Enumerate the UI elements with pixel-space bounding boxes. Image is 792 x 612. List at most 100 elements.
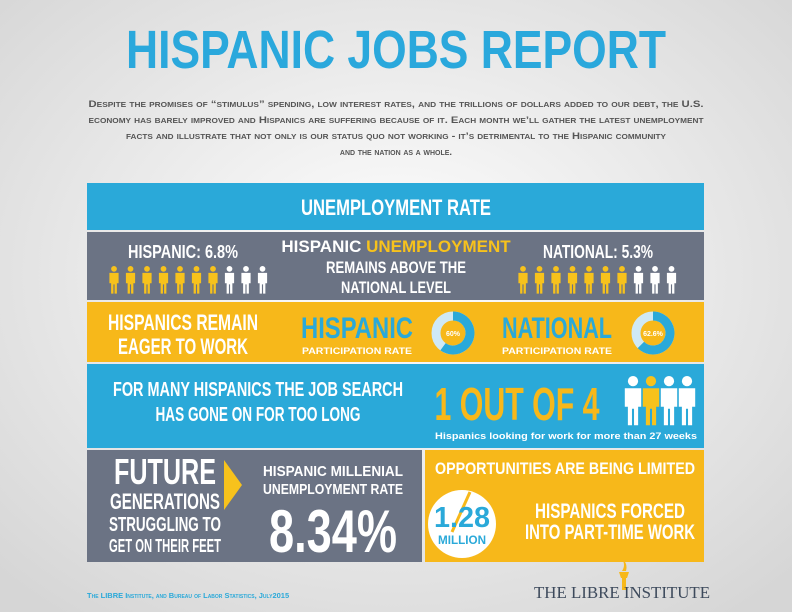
person-icon <box>534 266 545 294</box>
person-body <box>617 272 627 294</box>
person-icon <box>158 266 169 294</box>
participation-caption: PARTICIPATION RATE <box>502 346 612 356</box>
person-head <box>645 376 657 387</box>
intro-line: economy has barely improved and Hispanic… <box>89 115 705 126</box>
person-icon <box>518 266 528 294</box>
person-head <box>111 266 117 272</box>
millennials-label: UNEMPLOYMENT RATE <box>263 481 403 498</box>
person-head <box>259 266 266 272</box>
person-head <box>177 266 183 272</box>
donut-label: 62.6% <box>643 331 664 338</box>
message-line: REMAINS ABOVE THE <box>326 258 466 277</box>
person-body <box>125 272 136 294</box>
person-icon <box>617 266 627 294</box>
person-head <box>210 266 216 272</box>
part-time-heading: OPPORTUNITIES ARE BEING LIMITED <box>435 459 695 478</box>
person-body <box>257 272 268 294</box>
person-head <box>668 266 675 272</box>
unemployment-row <box>87 232 704 300</box>
person-head <box>243 266 249 272</box>
millennials-headline: GENERATIONS <box>110 489 220 514</box>
person-head <box>627 376 639 387</box>
person-icon <box>678 376 696 426</box>
person-body <box>678 388 696 426</box>
person-icon <box>642 376 660 426</box>
person-icon <box>208 266 218 294</box>
millennials-headline: GET ON THEIR FEET <box>109 536 221 556</box>
person-icon <box>175 266 185 294</box>
person-icon <box>142 266 152 294</box>
person-icon <box>551 266 561 294</box>
person-head <box>652 266 658 272</box>
person-head <box>127 266 134 272</box>
person-head <box>536 266 543 272</box>
part-time-count: 1.28 <box>434 502 490 534</box>
source: The LIBRE Institute, and Bureau of Labor… <box>87 591 289 600</box>
national-donut: 62.6% <box>631 311 675 355</box>
donut-arc <box>637 311 675 355</box>
person-head <box>160 266 167 272</box>
person-head <box>193 266 200 272</box>
millennials-box <box>87 450 422 562</box>
person-head <box>602 266 609 272</box>
millennials-headline: STRUGGLING TO <box>109 514 221 536</box>
part-time-unit: MILLION <box>438 533 486 547</box>
donut-arc <box>440 311 475 355</box>
person-body <box>624 388 642 426</box>
person-icon <box>257 266 268 294</box>
millennials-label: HISPANIC MILLENIAL <box>263 463 403 480</box>
person-body <box>208 272 218 294</box>
hispanic-rate: HISPANIC: 6.8% <box>128 242 238 262</box>
person-icon <box>650 266 660 294</box>
message-line: NATIONAL LEVEL <box>341 278 451 297</box>
arrow <box>224 460 242 510</box>
message-highlight: UNEMPLOYMENT <box>366 237 511 256</box>
person-body <box>650 272 660 294</box>
person-head <box>586 266 592 272</box>
person-body <box>584 272 594 294</box>
person-body <box>175 272 185 294</box>
person-icon <box>125 266 136 294</box>
intro-line: facts and illustrate that not only is ou… <box>126 131 666 142</box>
person-icon <box>224 266 235 294</box>
participation-caption: PARTICIPATION RATE <box>302 346 412 356</box>
person-head <box>144 266 150 272</box>
person-icon <box>241 266 251 294</box>
torch-logo <box>619 559 629 590</box>
job-search-row <box>87 364 704 448</box>
intro-line: Despite the promises of “stimulus” spend… <box>89 99 704 110</box>
donut-label: 60% <box>446 331 461 338</box>
millennials-rate: 8.34% <box>269 498 397 565</box>
intro-line: and the nation as a whole. <box>340 147 452 158</box>
count-circle <box>428 490 496 558</box>
hispanic-donut: 60% <box>431 311 475 355</box>
person-icon <box>191 266 202 294</box>
section-heading: UNEMPLOYMENT RATE <box>301 195 491 220</box>
person-body <box>518 272 528 294</box>
person-icon <box>584 266 594 294</box>
hispanic-label: HISPANIC <box>301 312 413 345</box>
person-body <box>567 272 578 294</box>
person-icon <box>600 266 611 294</box>
participation-row <box>87 302 704 362</box>
job-search-headline: FOR MANY HISPANICS THE JOB SEARCH <box>113 379 403 401</box>
person-head <box>226 266 233 272</box>
group-icons <box>624 376 696 426</box>
person-body <box>191 272 202 294</box>
header-bar <box>87 183 704 230</box>
part-time-label: HISPANICS FORCED <box>535 500 685 523</box>
person-head <box>635 266 642 272</box>
person-icon <box>567 266 578 294</box>
unemployment-message: HISPANIC UNEMPLOYMENT <box>281 237 511 256</box>
person-body <box>551 272 561 294</box>
national-icons <box>518 266 677 294</box>
person-head <box>619 266 625 272</box>
person-body <box>241 272 251 294</box>
person-icon <box>660 376 678 426</box>
person-head <box>520 266 526 272</box>
national-label: NATIONAL <box>502 312 612 345</box>
person-body <box>642 388 660 426</box>
person-body <box>666 272 677 294</box>
